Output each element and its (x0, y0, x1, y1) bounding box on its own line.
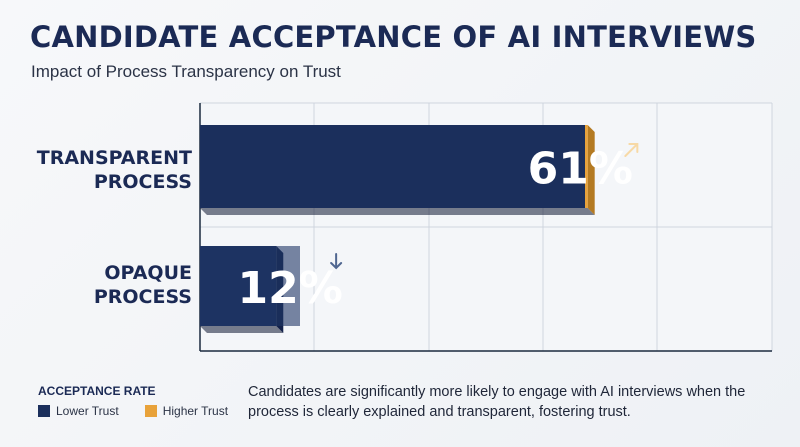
category-label: OPAQUE (104, 262, 192, 284)
bar-opaque-shade (200, 246, 300, 326)
category-label: PROCESS (94, 171, 192, 193)
legend-swatch-higher-trust (144, 405, 157, 417)
value-label-opaque: 12% (237, 263, 342, 314)
arrow-up-right-icon (624, 143, 639, 157)
legend-swatch-lower-trust (38, 405, 50, 417)
legend-title: ACCEPTANCE RATE (38, 384, 156, 398)
chart-title: CANDIDATE ACCEPTANCE OF AI INTERVIEWS (30, 20, 757, 54)
category-label: PROCESS (94, 286, 192, 308)
bar-transparent-lower-segment (200, 125, 585, 208)
legend-label-higher-trust: Higher Trust (162, 404, 229, 418)
bar-transparent-higher-segment (585, 125, 588, 208)
legend-label-lower-trust: Lower Trust (56, 404, 119, 418)
bar-shadow-bottom (200, 208, 595, 215)
legend: Lower Trust Higher Trust (38, 404, 228, 418)
value-label-transparent: 61% (528, 144, 633, 195)
bar-shadow-bottom (200, 326, 284, 333)
bar-shadow-side (587, 125, 595, 215)
chart-subtitle: Impact of Process Transparency on Trust (31, 62, 341, 81)
category-label: TRANSPARENT (37, 147, 192, 169)
arrow-down-icon (330, 253, 343, 270)
chart-note: Candidates are significantly more likely… (248, 384, 746, 420)
